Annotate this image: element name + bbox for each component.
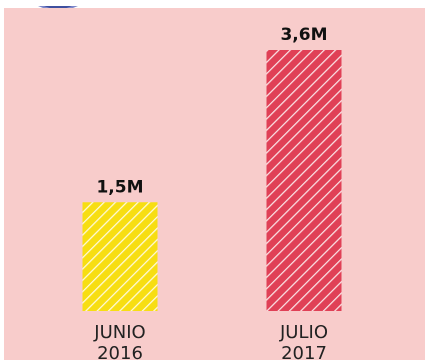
chart-background xyxy=(4,8,425,360)
category-label-0-line1: JUNIO xyxy=(93,322,145,343)
bar-1 xyxy=(266,50,342,311)
bars-group xyxy=(82,50,342,311)
category-label-0-line2: 2016 xyxy=(97,343,143,360)
category-label-1-line1: JULIO xyxy=(279,322,328,343)
bar-0 xyxy=(82,202,158,311)
value-label-0: 1,5M xyxy=(96,177,143,197)
top-strip xyxy=(0,0,427,8)
value-label-1: 3,6M xyxy=(280,25,327,45)
category-label-1-line2: 2017 xyxy=(281,343,327,360)
